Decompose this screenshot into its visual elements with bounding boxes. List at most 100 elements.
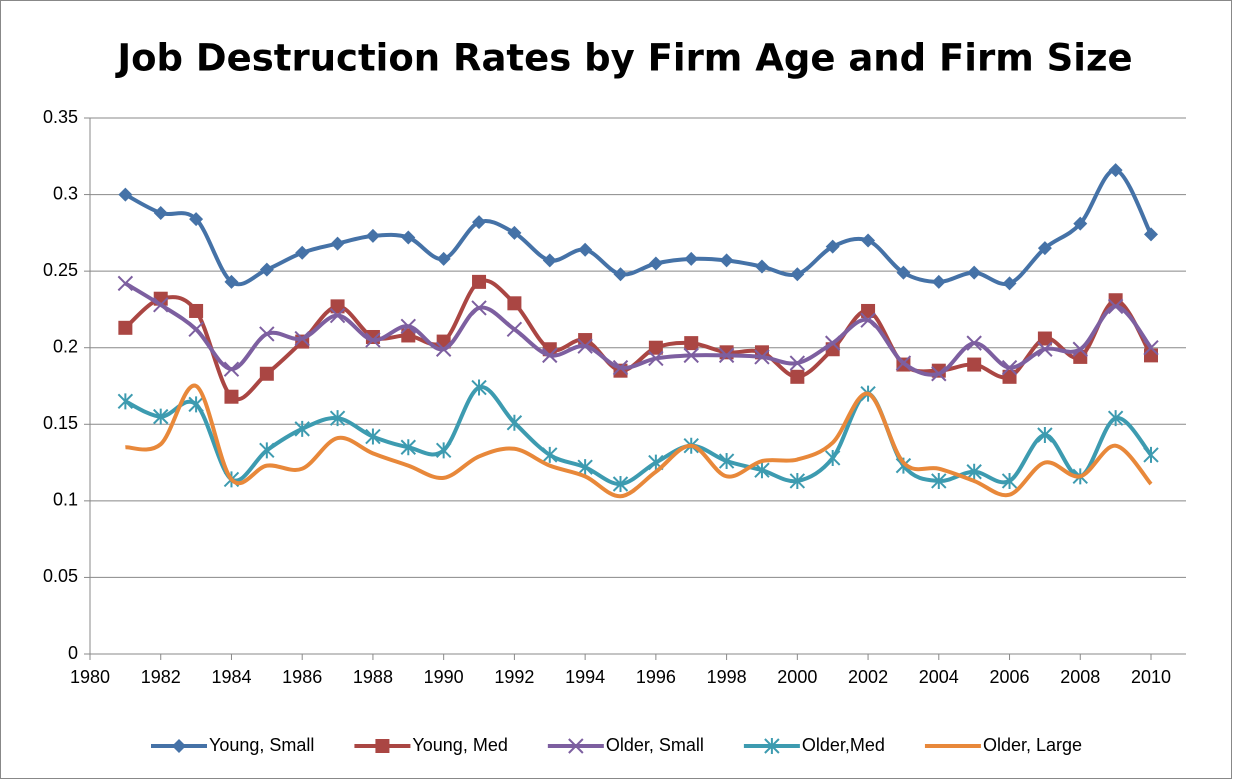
x-tick-label: 1982 bbox=[141, 667, 181, 687]
x-tick-label: 2000 bbox=[777, 667, 817, 687]
marker bbox=[896, 265, 911, 280]
marker bbox=[967, 265, 982, 280]
marker bbox=[294, 420, 310, 437]
marker bbox=[683, 347, 699, 364]
marker bbox=[471, 300, 487, 316]
marker bbox=[189, 212, 204, 227]
x-tick-label: 1994 bbox=[565, 667, 605, 687]
marker bbox=[1002, 369, 1017, 384]
marker bbox=[542, 446, 558, 463]
x-tick-label: 1990 bbox=[424, 667, 464, 687]
marker bbox=[507, 225, 522, 240]
x-tick-label: 1998 bbox=[707, 667, 747, 687]
marker bbox=[471, 379, 487, 396]
marker bbox=[401, 230, 416, 245]
marker bbox=[825, 239, 840, 254]
marker bbox=[931, 366, 947, 382]
marker bbox=[1108, 163, 1123, 178]
legend-item: Older, Large bbox=[924, 735, 1082, 755]
marker bbox=[189, 303, 204, 318]
y-tick-label: 0.2 bbox=[53, 336, 78, 356]
marker bbox=[764, 738, 780, 754]
marker bbox=[1001, 359, 1018, 376]
series-line bbox=[125, 383, 1153, 499]
marker bbox=[1144, 227, 1158, 242]
marker bbox=[931, 274, 946, 289]
marker bbox=[542, 347, 558, 364]
y-tick-label: 0 bbox=[68, 643, 78, 663]
y-tick-label: 0.25 bbox=[43, 260, 78, 280]
x-tick-label: 2008 bbox=[1060, 667, 1100, 687]
y-tick-label: 0.3 bbox=[53, 183, 78, 203]
legend-item: Older,Med bbox=[743, 735, 885, 755]
marker bbox=[400, 318, 417, 334]
legend-label: Young, Small bbox=[209, 735, 314, 755]
marker bbox=[568, 738, 584, 754]
marker bbox=[506, 414, 523, 431]
marker bbox=[861, 303, 876, 318]
marker bbox=[966, 335, 982, 351]
marker bbox=[1001, 472, 1018, 489]
marker bbox=[754, 462, 770, 479]
marker bbox=[259, 326, 275, 342]
marker bbox=[719, 253, 734, 268]
marker bbox=[577, 338, 593, 354]
marker bbox=[790, 267, 805, 282]
marker bbox=[224, 389, 239, 404]
marker bbox=[117, 393, 134, 410]
marker bbox=[294, 330, 310, 347]
marker bbox=[259, 442, 275, 459]
legend-item: Older, Small bbox=[547, 735, 704, 755]
marker bbox=[118, 187, 133, 202]
x-tick-label: 2006 bbox=[990, 667, 1030, 687]
marker bbox=[259, 366, 274, 381]
marker bbox=[188, 396, 204, 413]
marker bbox=[401, 328, 416, 343]
legend-label: Older, Small bbox=[606, 735, 704, 755]
marker bbox=[153, 408, 169, 425]
marker bbox=[1037, 427, 1053, 444]
marker bbox=[330, 299, 345, 314]
marker bbox=[789, 472, 806, 489]
marker bbox=[329, 307, 346, 324]
marker bbox=[224, 274, 239, 289]
marker bbox=[435, 341, 452, 357]
marker bbox=[365, 428, 381, 445]
marker bbox=[1107, 298, 1124, 315]
marker bbox=[895, 355, 912, 371]
marker bbox=[507, 296, 522, 311]
marker bbox=[648, 350, 664, 367]
marker bbox=[365, 228, 380, 243]
marker bbox=[472, 215, 487, 230]
marker bbox=[1107, 410, 1124, 427]
legend-label: Older,Med bbox=[802, 735, 885, 755]
series-line bbox=[124, 281, 1153, 377]
y-tick-label: 0.05 bbox=[43, 566, 78, 586]
marker bbox=[330, 236, 345, 251]
x-tick-label: 2010 bbox=[1131, 667, 1171, 687]
marker bbox=[718, 347, 735, 364]
marker bbox=[754, 259, 769, 274]
marker bbox=[153, 297, 169, 313]
x-tick-label: 2002 bbox=[848, 667, 888, 687]
marker bbox=[153, 205, 168, 220]
y-tick-label: 0.35 bbox=[43, 107, 78, 127]
series-line bbox=[124, 168, 1153, 287]
marker bbox=[931, 472, 947, 489]
marker bbox=[754, 349, 770, 365]
marker bbox=[1037, 331, 1052, 346]
legend-item: Young, Small bbox=[151, 735, 314, 755]
marker bbox=[577, 459, 593, 476]
marker bbox=[790, 369, 805, 384]
marker bbox=[375, 739, 390, 753]
x-tick-label: 1992 bbox=[494, 667, 534, 687]
marker bbox=[967, 357, 982, 372]
marker bbox=[295, 245, 310, 260]
x-tick-label: 2004 bbox=[919, 667, 959, 687]
marker bbox=[613, 267, 628, 282]
marker bbox=[400, 439, 417, 456]
marker bbox=[578, 242, 593, 257]
marker bbox=[188, 321, 204, 338]
